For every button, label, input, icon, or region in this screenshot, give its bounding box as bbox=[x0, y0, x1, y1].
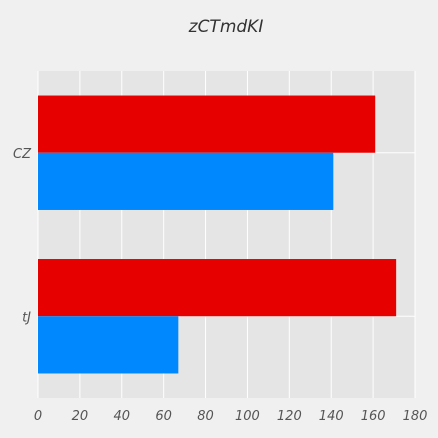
bar-CZ-series-1 bbox=[38, 96, 375, 153]
x-tick-label: 160 bbox=[361, 409, 386, 424]
x-tick-label: 180 bbox=[403, 409, 428, 424]
x-tick-label: 40 bbox=[114, 409, 131, 424]
x-axis-ticks: 0 20 40 60 80 100 120 140 160 180 bbox=[34, 409, 428, 424]
y-tick-label: tJ bbox=[22, 310, 31, 325]
x-tick-label: 100 bbox=[235, 409, 260, 424]
x-tick-label: 120 bbox=[277, 409, 302, 424]
x-tick-label: 20 bbox=[72, 409, 89, 424]
x-tick-label: 60 bbox=[155, 409, 172, 424]
x-tick-label: 0 bbox=[34, 409, 42, 424]
chart-title: zCTmdKI bbox=[188, 17, 264, 37]
bar-CZ-series-2 bbox=[38, 153, 333, 210]
bar-tJ-series-1 bbox=[38, 259, 396, 316]
x-tick-label: 80 bbox=[197, 409, 214, 424]
bar-tJ-series-2 bbox=[38, 316, 178, 373]
y-axis-ticks: CZ tJ bbox=[13, 147, 32, 326]
x-tick-label: 140 bbox=[319, 409, 344, 424]
y-tick-label: CZ bbox=[13, 147, 32, 162]
